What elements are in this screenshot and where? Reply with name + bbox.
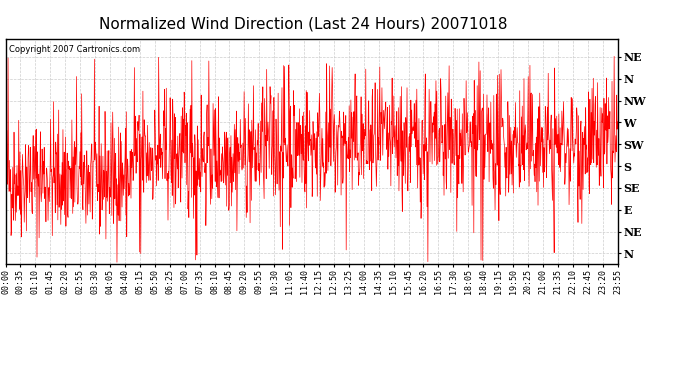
Text: Normalized Wind Direction (Last 24 Hours) 20071018: Normalized Wind Direction (Last 24 Hours… [99, 17, 508, 32]
Text: Copyright 2007 Cartronics.com: Copyright 2007 Cartronics.com [8, 45, 139, 54]
